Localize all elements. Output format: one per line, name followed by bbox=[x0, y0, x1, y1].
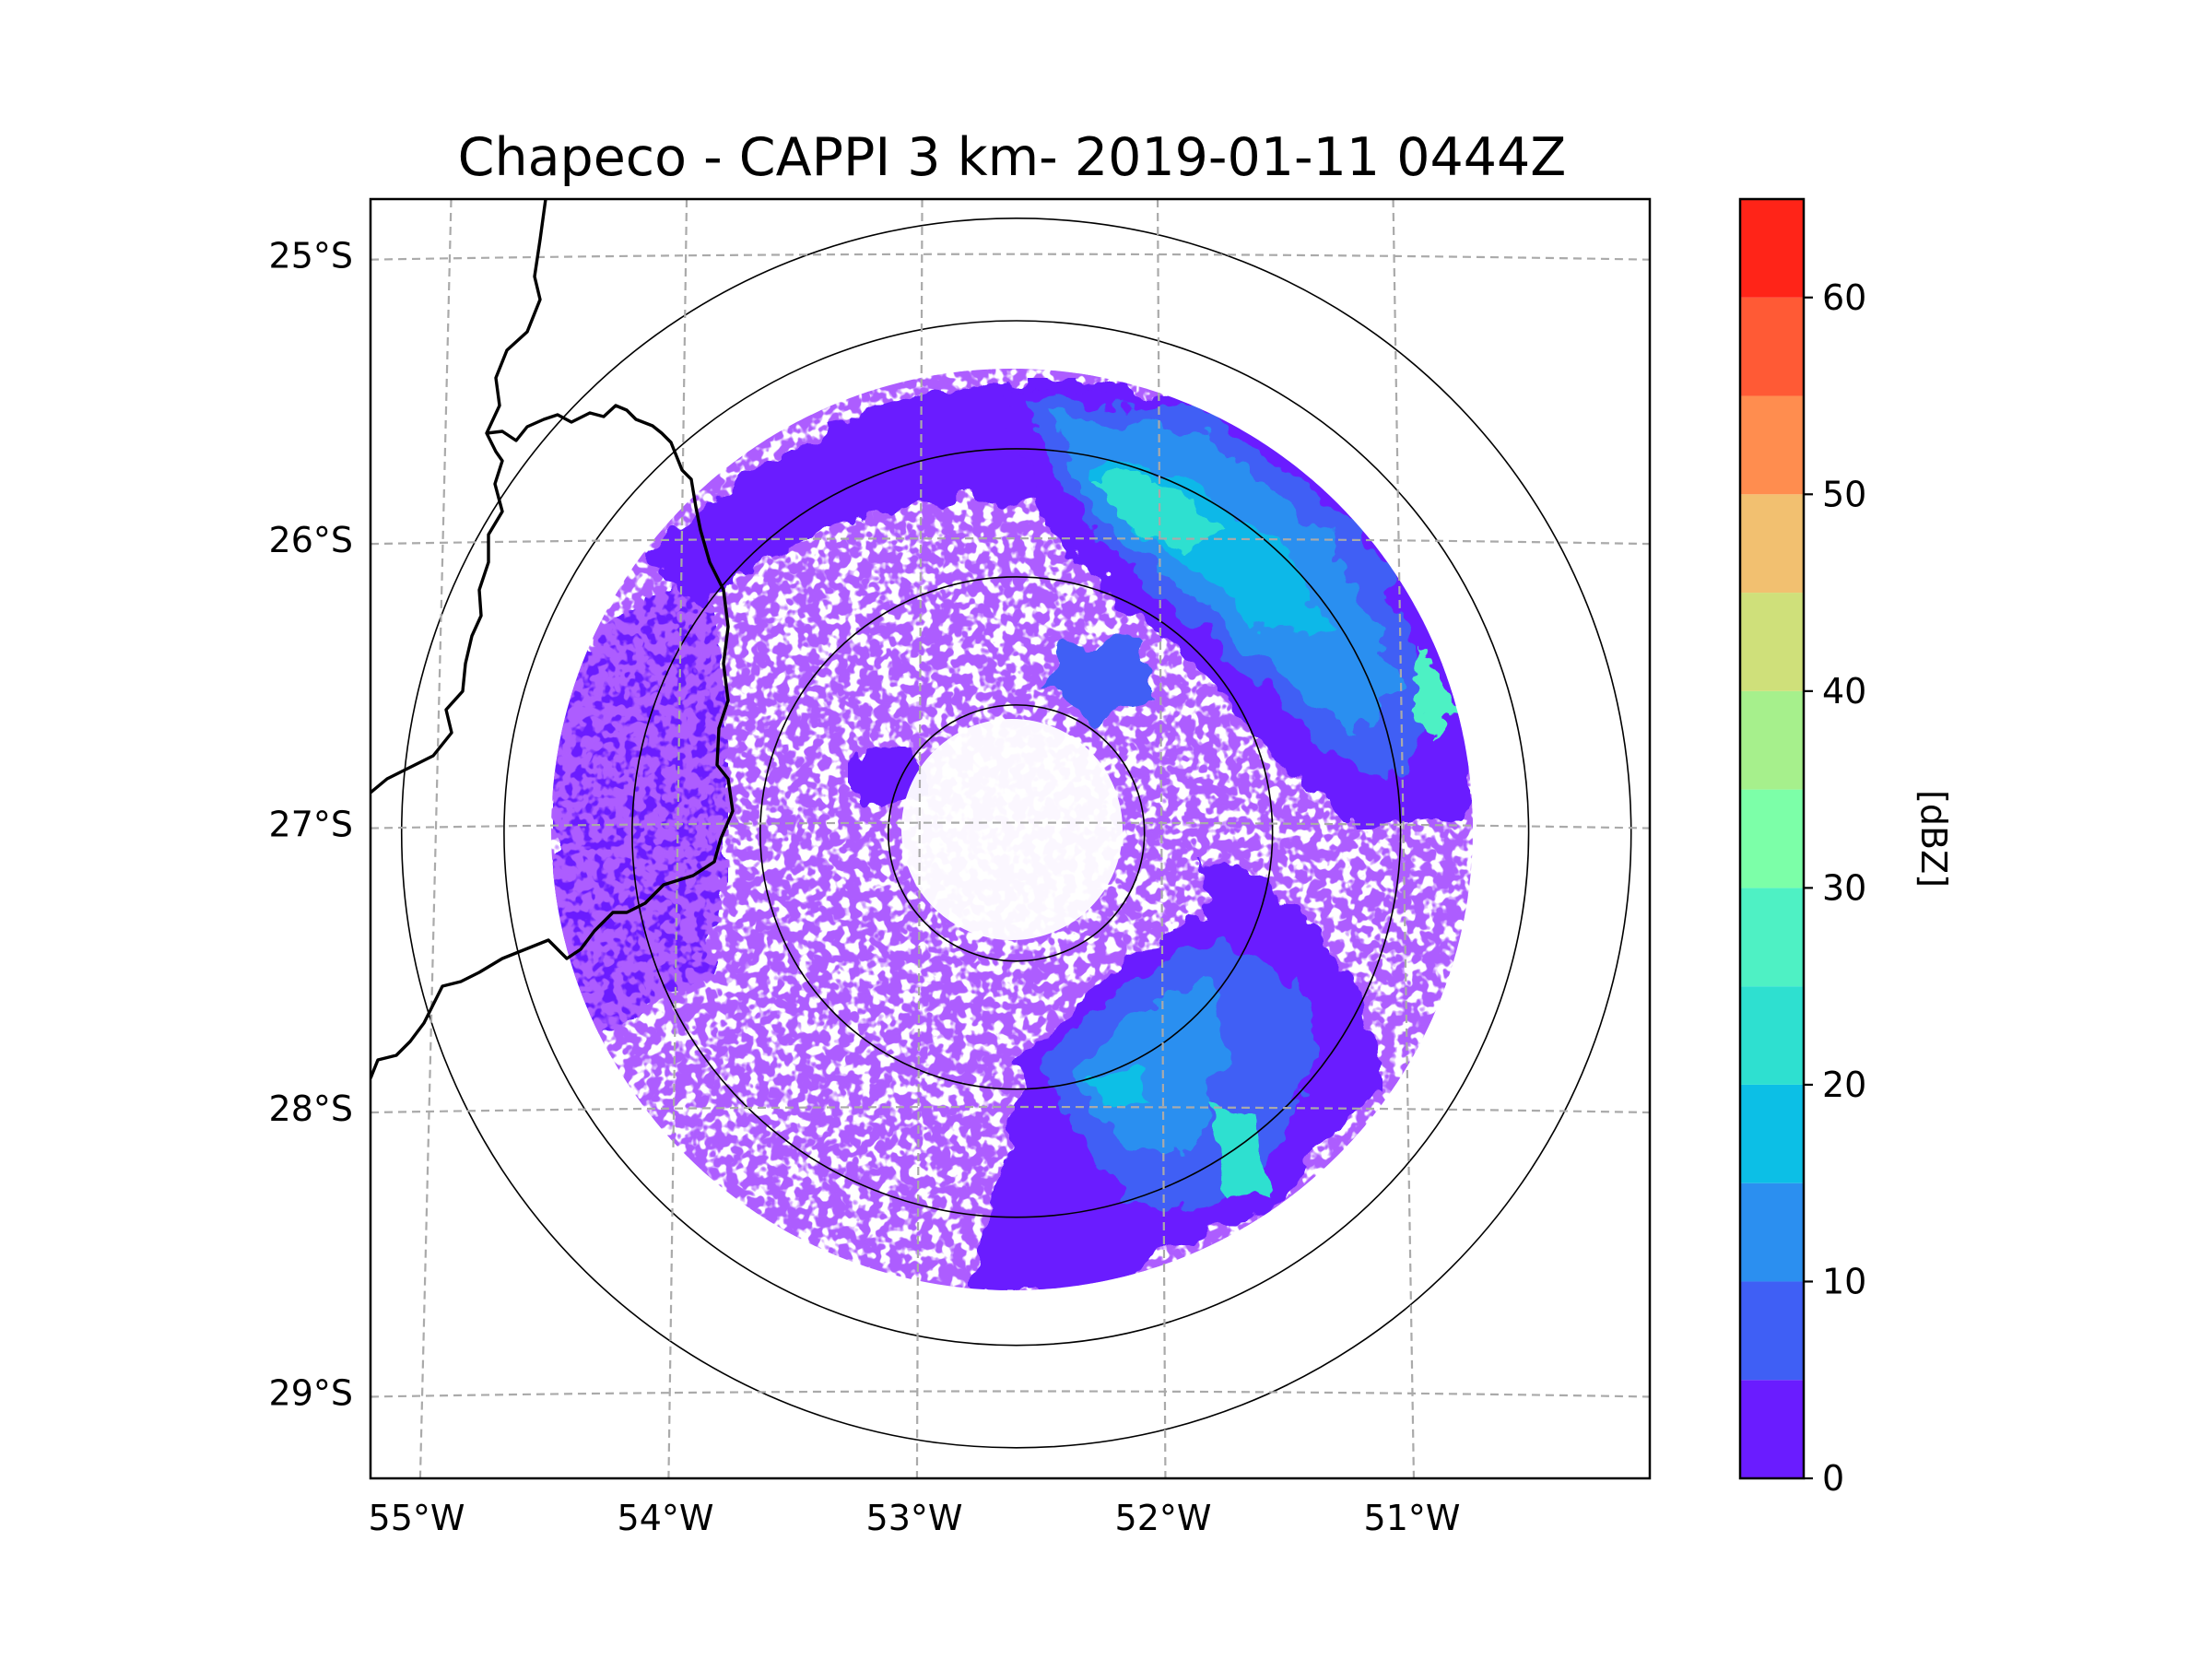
lat-tick-label: 27°S bbox=[269, 805, 353, 845]
chart-title: Chapeco - CAPPI 3 km- 2019-01-11 0444Z bbox=[458, 127, 1567, 188]
parallel-line bbox=[371, 821, 1650, 830]
range-ring bbox=[759, 576, 1274, 1090]
colorbar-swatch bbox=[1740, 1380, 1804, 1478]
colorbar-tick-label: 10 bbox=[1822, 1261, 1866, 1301]
colorbar-tick-label: 20 bbox=[1822, 1065, 1866, 1105]
echo-free-center bbox=[901, 719, 1123, 940]
lon-tick-label: 51°W bbox=[1364, 1498, 1461, 1538]
lon-tick-label: 52°W bbox=[1115, 1498, 1212, 1538]
political-borders bbox=[371, 199, 735, 1079]
colorbar-ticks: 0 10 20 30 40 50 60 bbox=[1804, 277, 1866, 1499]
map-axes: 55°W 54°W 53°W 52°W 51°W 25°S 26°S 27°S 28°S 29°… bbox=[269, 197, 1652, 1538]
border-argentina-brazil-north bbox=[371, 199, 547, 794]
range-ring bbox=[631, 448, 1402, 1218]
meridian-line bbox=[1156, 199, 1167, 1478]
colorbar-tick-label: 50 bbox=[1822, 474, 1866, 514]
colorbar-swatch bbox=[1740, 1084, 1804, 1183]
colorbar-tick-label: 60 bbox=[1822, 277, 1866, 318]
colorbar-swatch bbox=[1740, 593, 1804, 691]
colorbar-swatch bbox=[1740, 199, 1804, 298]
graticule bbox=[371, 199, 1650, 1478]
colorbar-swatch bbox=[1740, 494, 1804, 594]
colorbar-swatch bbox=[1740, 789, 1804, 888]
meridian-line bbox=[418, 199, 453, 1478]
colorbar-tick-label: 30 bbox=[1822, 867, 1866, 908]
colorbar-tick-label: 40 bbox=[1822, 671, 1866, 712]
colorbar-swatch bbox=[1740, 395, 1804, 495]
colorbar-swatch bbox=[1740, 690, 1804, 790]
parallel-line bbox=[371, 1390, 1650, 1398]
colorbar: 0 10 20 30 40 50 60 [dBZ] bbox=[1738, 197, 1954, 1499]
range-rings bbox=[400, 218, 1632, 1449]
colorbar-swatch bbox=[1740, 297, 1804, 396]
meridian-line bbox=[1392, 199, 1416, 1478]
radar-echoes bbox=[551, 369, 1473, 1290]
parallel-line bbox=[371, 1105, 1650, 1114]
lon-tick-label: 55°W bbox=[369, 1498, 465, 1538]
colorbar-swatch bbox=[1740, 888, 1804, 987]
parallel-line bbox=[371, 253, 1650, 261]
lon-tick-labels: 55°W 54°W 53°W 52°W 51°W bbox=[369, 1498, 1461, 1538]
colorbar-label: [dBZ] bbox=[1913, 790, 1954, 888]
lon-tick-label: 54°W bbox=[618, 1498, 714, 1538]
lat-tick-labels: 25°S 26°S 27°S 28°S 29°S bbox=[269, 236, 353, 1414]
meridian-line bbox=[915, 199, 924, 1478]
colorbar-frame bbox=[1738, 197, 1806, 1480]
border-santa-catarina-parana bbox=[371, 404, 735, 1079]
meridian-line bbox=[667, 199, 688, 1478]
echo-south-band bbox=[968, 857, 1382, 1290]
colorbar-swatch bbox=[1740, 1281, 1804, 1381]
lat-tick-label: 28°S bbox=[269, 1088, 353, 1129]
axes-frame bbox=[369, 197, 1652, 1480]
lat-tick-label: 25°S bbox=[269, 236, 353, 276]
lat-tick-label: 26°S bbox=[269, 520, 353, 560]
colorbar-swatch bbox=[1740, 1182, 1804, 1282]
colorbar-tick-label: 0 bbox=[1822, 1458, 1844, 1499]
colorbar-swatch bbox=[1740, 986, 1804, 1085]
parallel-line bbox=[371, 537, 1650, 546]
range-ring bbox=[887, 704, 1146, 962]
range-ring bbox=[503, 320, 1530, 1347]
lon-tick-label: 53°W bbox=[866, 1498, 963, 1538]
colorbar-swatches bbox=[1740, 199, 1804, 1478]
lat-tick-label: 29°S bbox=[269, 1372, 353, 1413]
range-ring bbox=[400, 218, 1632, 1449]
